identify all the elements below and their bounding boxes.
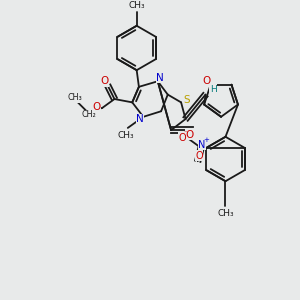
Text: CH₃: CH₃ [217,209,234,218]
Text: O: O [202,76,210,86]
Text: CH₃: CH₃ [128,1,145,10]
Text: CH₃: CH₃ [67,93,82,102]
Text: S: S [183,95,190,105]
Text: N: N [199,140,206,150]
Text: O: O [93,102,101,112]
Text: N: N [136,114,144,124]
Text: O: O [186,130,194,140]
Text: N: N [156,73,164,83]
Text: O: O [178,133,186,143]
Text: O: O [195,151,203,161]
Text: CH₂: CH₂ [82,110,96,119]
Text: +: + [204,137,210,143]
Text: O: O [100,76,109,86]
Text: CH₃: CH₃ [117,131,134,140]
Text: H: H [210,85,217,94]
Text: ⁻: ⁻ [184,130,188,136]
